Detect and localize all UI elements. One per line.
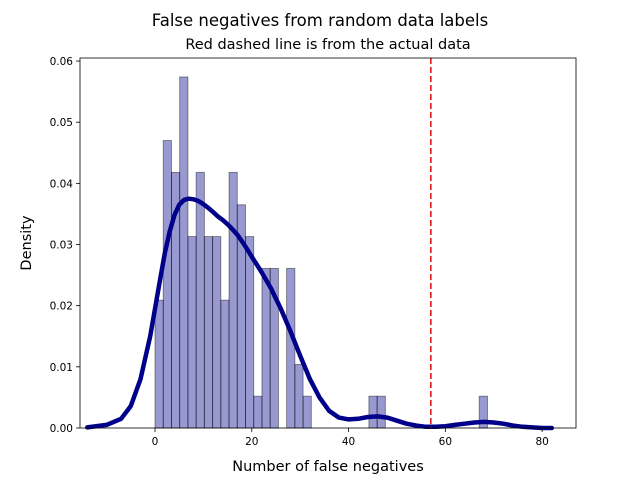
y-axis-ticks: 0.00 0.01 0.02 0.03 0.04 0.05 0.06 bbox=[50, 56, 80, 435]
y-tick-label: 0.06 bbox=[50, 56, 74, 68]
histogram-bars bbox=[154, 76, 488, 429]
histogram-bar bbox=[203, 236, 214, 429]
x-tick-label: 20 bbox=[245, 436, 258, 448]
histogram-bar bbox=[368, 395, 378, 429]
chart-suptitle: False negatives from random data labels bbox=[152, 11, 488, 30]
histogram-bar bbox=[154, 299, 164, 429]
histogram-bar bbox=[245, 236, 255, 429]
histogram-bar bbox=[253, 395, 263, 429]
x-tick-label: 60 bbox=[439, 436, 452, 448]
histogram-bar bbox=[302, 395, 312, 429]
histogram-bar bbox=[195, 171, 205, 429]
histogram-bar bbox=[162, 140, 172, 429]
x-axis-label: Number of false negatives bbox=[232, 459, 424, 475]
chart-title: Red dashed line is from the actual data bbox=[185, 37, 470, 53]
y-tick-label: 0.01 bbox=[50, 362, 73, 374]
y-tick-label: 0.03 bbox=[50, 240, 73, 252]
x-tick-label: 0 bbox=[152, 436, 159, 448]
y-axis-label: Density bbox=[19, 215, 35, 271]
histogram-bar bbox=[286, 267, 296, 429]
y-tick-label: 0.05 bbox=[50, 117, 73, 129]
x-axis-ticks: 0 20 40 60 80 bbox=[152, 428, 549, 448]
x-tick-label: 40 bbox=[342, 436, 355, 448]
x-tick-label: 80 bbox=[535, 436, 548, 448]
histogram-bar bbox=[376, 395, 386, 429]
histogram-bar bbox=[187, 236, 197, 429]
y-tick-label: 0.02 bbox=[50, 301, 73, 313]
kde-curve bbox=[85, 196, 555, 431]
y-tick-label: 0.04 bbox=[50, 178, 74, 190]
histogram-bar bbox=[179, 76, 189, 429]
histogram-bar bbox=[228, 171, 238, 429]
plot-frame bbox=[79, 57, 577, 429]
histogram-bar bbox=[294, 363, 304, 429]
histogram-bar bbox=[212, 236, 222, 429]
histogram-bar bbox=[261, 267, 271, 429]
histogram-bar bbox=[220, 299, 230, 429]
y-tick-label: 0.00 bbox=[50, 423, 73, 435]
